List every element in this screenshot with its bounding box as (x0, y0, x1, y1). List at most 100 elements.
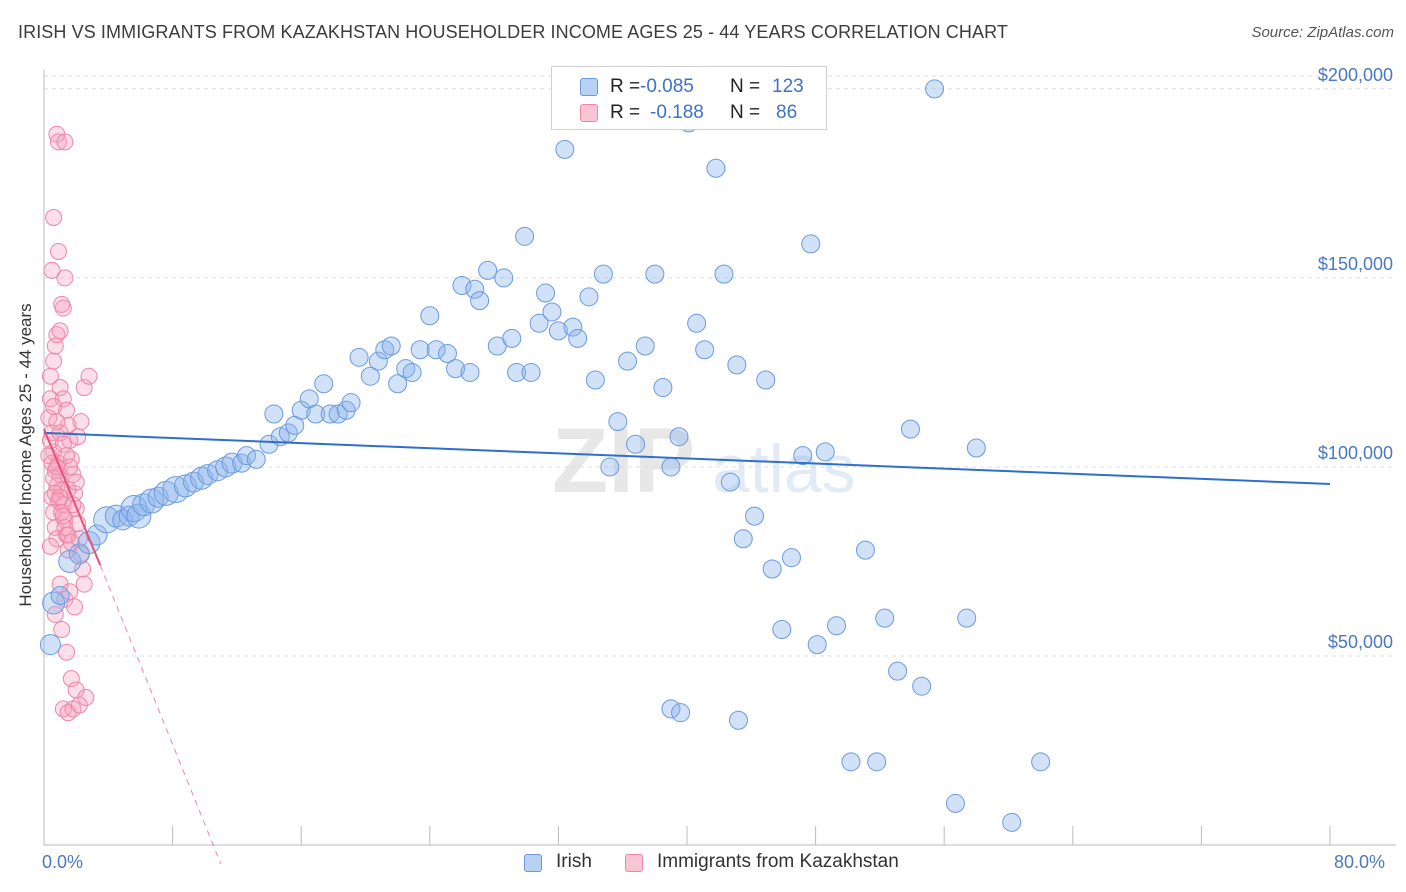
kazakhstan-point (61, 583, 79, 601)
stats-legend: R = -0.085 N = 123 R = -0.188 N = 86 (551, 66, 827, 130)
irish-point (132, 493, 156, 517)
kazakhstan-point (58, 643, 76, 661)
irish-legend-icon (524, 854, 542, 872)
irish-point (841, 752, 861, 772)
irish-point (521, 362, 541, 382)
irish-point (669, 427, 689, 447)
irish-point (875, 608, 895, 628)
kazakhstan-point (72, 413, 90, 431)
irish-point (855, 540, 875, 560)
kazakhstan-point (80, 367, 98, 385)
irish-point (77, 531, 101, 555)
irish-point (568, 328, 588, 348)
kazakhstan-point (62, 670, 80, 688)
irish-point (515, 226, 535, 246)
legend-n-value: 86 (776, 102, 798, 123)
legend-r-label: R = (610, 102, 641, 123)
kazakhstan-point (45, 397, 63, 415)
irish-point (470, 291, 490, 311)
kazakhstan-trend-extension (99, 565, 222, 865)
irish-point (888, 661, 908, 681)
irish-point (867, 752, 887, 772)
kazakhstan-trend-line (43, 428, 102, 566)
irish-point (388, 374, 408, 394)
kazakhstan-point (49, 133, 67, 151)
watermark-atlas: atlas (712, 431, 856, 507)
irish-point (460, 362, 480, 382)
kazakhstan-point (51, 488, 69, 506)
y-tick-label: $50,000 (1328, 632, 1393, 652)
y-tick-label: $150,000 (1318, 254, 1393, 274)
irish-point (507, 362, 527, 382)
irish-point (264, 404, 284, 424)
irish-point (420, 306, 440, 326)
irish-point (706, 158, 726, 178)
irish-point (579, 287, 599, 307)
legend-label-kazakhstan: Immigrants from Kazakhstan (657, 851, 899, 872)
irish-point (695, 340, 715, 360)
series-legend: Irish Immigrants from Kazakhstan (0, 851, 1406, 879)
irish-point (945, 793, 965, 813)
y-axis-label: Householder Income Ages 25 - 44 years (16, 303, 35, 607)
irish-point (720, 472, 740, 492)
irish-point (320, 404, 340, 424)
irish-point (600, 457, 620, 477)
kazakhstan-point (77, 689, 95, 707)
kazakhstan-points (40, 125, 98, 722)
irish-point (502, 328, 522, 348)
irish-point (727, 355, 747, 375)
legend-row-irish: R = -0.085 N = 123 (552, 76, 828, 100)
irish-point (437, 344, 457, 364)
irish-point (39, 634, 61, 656)
irish-point (912, 676, 932, 696)
irish-point (126, 503, 152, 529)
irish-point (671, 703, 691, 723)
irish-point (396, 359, 416, 379)
irish-point (645, 264, 665, 284)
kazakhstan-point (53, 621, 71, 639)
kazakhstan-point (45, 352, 63, 370)
irish-point (608, 412, 628, 432)
legend-r-label: R = (610, 76, 641, 97)
kazakhstan-point (45, 469, 63, 487)
kazakhstan-point (61, 458, 79, 476)
irish-point (529, 313, 549, 333)
irish-point (714, 264, 734, 284)
legend-row-kazakhstan: R = -0.188 N = 86 (552, 102, 828, 126)
kazakhstan-point (41, 537, 59, 555)
irish-point (733, 529, 753, 549)
irish-point (246, 449, 266, 469)
irish-point (957, 608, 977, 628)
kazakhstan-point (51, 322, 69, 340)
kazakhstan-point (66, 598, 84, 616)
kazakhstan-point (51, 379, 69, 397)
kazakhstan-legend-icon (625, 854, 643, 872)
kazakhstan-point (49, 242, 67, 260)
kazakhstan-point (56, 269, 74, 287)
irish-point (259, 434, 279, 454)
legend-r-value: -0.188 (650, 102, 704, 123)
axes (43, 70, 1396, 846)
kazakhstan-point (54, 435, 72, 453)
irish-point (1031, 752, 1051, 772)
irish-point (381, 336, 401, 356)
irish-point (536, 283, 556, 303)
irish-point (826, 616, 846, 636)
kazakhstan-point (56, 133, 74, 151)
irish-point (375, 340, 395, 360)
irish-point (593, 264, 613, 284)
irish-point (626, 434, 646, 454)
irish-point (756, 370, 776, 390)
kazakhstan-point (53, 295, 71, 313)
irish-point (410, 340, 430, 360)
irish-points (39, 79, 1051, 832)
kazakhstan-point (75, 379, 93, 397)
irish-point (635, 336, 655, 356)
irish-point (426, 340, 446, 360)
irish-point (661, 699, 681, 719)
irish-point (494, 268, 514, 288)
irish-point (900, 419, 920, 439)
irish-point (402, 362, 422, 382)
irish-point (728, 710, 748, 730)
